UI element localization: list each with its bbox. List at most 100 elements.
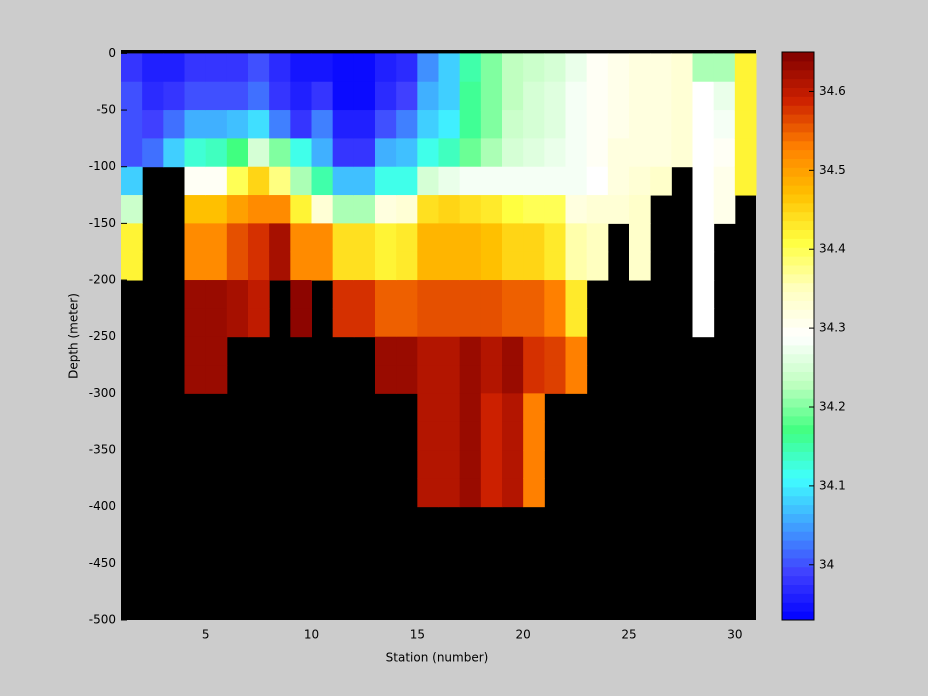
heatmap-cell — [692, 166, 715, 196]
heatmap-cell — [184, 195, 207, 224]
colorbar-tick-label: 34.1 — [819, 478, 846, 492]
heatmap-cell — [353, 53, 376, 83]
heatmap-cell — [480, 393, 503, 423]
heatmap-cell — [629, 138, 651, 168]
heatmap-cell — [375, 308, 397, 338]
heatmap-cell — [544, 280, 566, 309]
heatmap-cell — [438, 195, 461, 224]
heatmap-cell — [142, 53, 164, 83]
heatmap-cell — [375, 336, 397, 366]
x-tick-label: 20 — [516, 628, 531, 642]
heatmap-cell — [565, 166, 588, 196]
heatmap-cell — [417, 223, 439, 253]
heatmap-cell — [311, 110, 334, 139]
heatmap-cell — [332, 81, 355, 111]
heatmap-cell — [248, 138, 270, 168]
heatmap-cell — [438, 81, 461, 111]
heatmap-cell — [692, 81, 715, 111]
colorbar-segment — [782, 131, 814, 142]
heatmap-cell — [607, 166, 630, 196]
heatmap-cell — [163, 53, 185, 83]
heatmap-cell — [459, 138, 482, 168]
heatmap-cell — [311, 53, 334, 83]
heatmap-cell — [205, 166, 228, 196]
heatmap-cell — [565, 308, 588, 338]
heatmap-cell — [121, 138, 143, 168]
heatmap-cell — [375, 110, 397, 139]
heatmap-cell — [650, 166, 672, 196]
heatmap-cell — [438, 336, 461, 366]
heatmap-cell — [523, 280, 545, 309]
colorbar-segment — [782, 415, 814, 426]
heatmap-cell — [565, 280, 588, 309]
x-tick-label: 10 — [304, 628, 319, 642]
heatmap-cell — [417, 393, 439, 423]
heatmap-cell — [502, 478, 524, 508]
heatmap-cell — [523, 478, 545, 508]
heatmap-cell — [671, 138, 693, 168]
heatmap-cell — [290, 251, 312, 281]
colorbar-segment — [782, 575, 814, 585]
heatmap-cell — [734, 138, 757, 168]
heatmap-cell — [502, 280, 524, 309]
heatmap-cell — [734, 110, 757, 139]
heatmap-cell — [417, 421, 439, 451]
heatmap-cell — [438, 138, 461, 168]
heatmap-cell — [734, 166, 757, 196]
heatmap-cell — [565, 195, 588, 224]
heatmap-cell — [523, 365, 545, 394]
heatmap-cell — [184, 166, 207, 196]
colorbar-segment — [782, 265, 814, 275]
heatmap-cell — [184, 53, 207, 83]
heatmap-cell — [311, 251, 334, 281]
heatmap-cell — [248, 251, 270, 281]
colorbar-segment — [782, 194, 814, 204]
colorbar-segment — [782, 78, 814, 88]
heatmap-cell — [692, 223, 715, 253]
heatmap-cell — [438, 450, 461, 479]
y-tick-label: -300 — [89, 386, 116, 400]
heatmap-cell — [205, 336, 228, 366]
heatmap-cell — [671, 53, 693, 83]
colorbar-segment — [782, 531, 814, 541]
colorbar-segment — [782, 407, 814, 417]
heatmap-cell — [523, 81, 545, 111]
heatmap-cell — [226, 110, 249, 139]
heatmap-cell — [480, 478, 503, 508]
heatmap-cell — [417, 280, 439, 309]
heatmap-cell — [121, 81, 143, 111]
heatmap-cell — [502, 450, 524, 479]
heatmap-cell — [544, 336, 566, 366]
colorbar-segment — [782, 344, 814, 355]
heatmap-cell — [205, 138, 228, 168]
colorbar-segment — [782, 158, 814, 168]
heatmap-cell — [544, 110, 566, 139]
heatmap-cell — [565, 336, 588, 366]
heatmap-cell — [523, 195, 545, 224]
colorbar-segment — [782, 282, 814, 293]
colorbar-segment — [782, 247, 814, 257]
heatmap-cell — [586, 110, 609, 139]
heatmap-cell — [332, 166, 355, 196]
heatmap-cell — [121, 251, 143, 281]
heatmap-cell — [607, 53, 630, 83]
colorbar-segment — [782, 371, 814, 381]
heatmap-cell — [226, 251, 249, 281]
colorbar-segment — [782, 211, 814, 222]
heatmap-cell — [184, 251, 207, 281]
heatmap-cell — [184, 138, 207, 168]
heatmap-cell — [480, 251, 503, 281]
y-tick-label: -150 — [89, 216, 116, 230]
heatmap-cell — [523, 450, 545, 479]
heatmap-cell — [544, 195, 566, 224]
heatmap-cell — [629, 195, 651, 224]
colorbar-segment — [782, 451, 814, 461]
colorbar-segment — [782, 522, 814, 532]
heatmap-cell — [332, 251, 355, 281]
heatmap-cell — [353, 223, 376, 253]
heatmap-cell — [290, 53, 312, 83]
heatmap-cell — [290, 166, 312, 196]
heatmap-cell — [523, 251, 545, 281]
colorbar-segment — [782, 398, 814, 408]
heatmap-cell — [480, 308, 503, 338]
